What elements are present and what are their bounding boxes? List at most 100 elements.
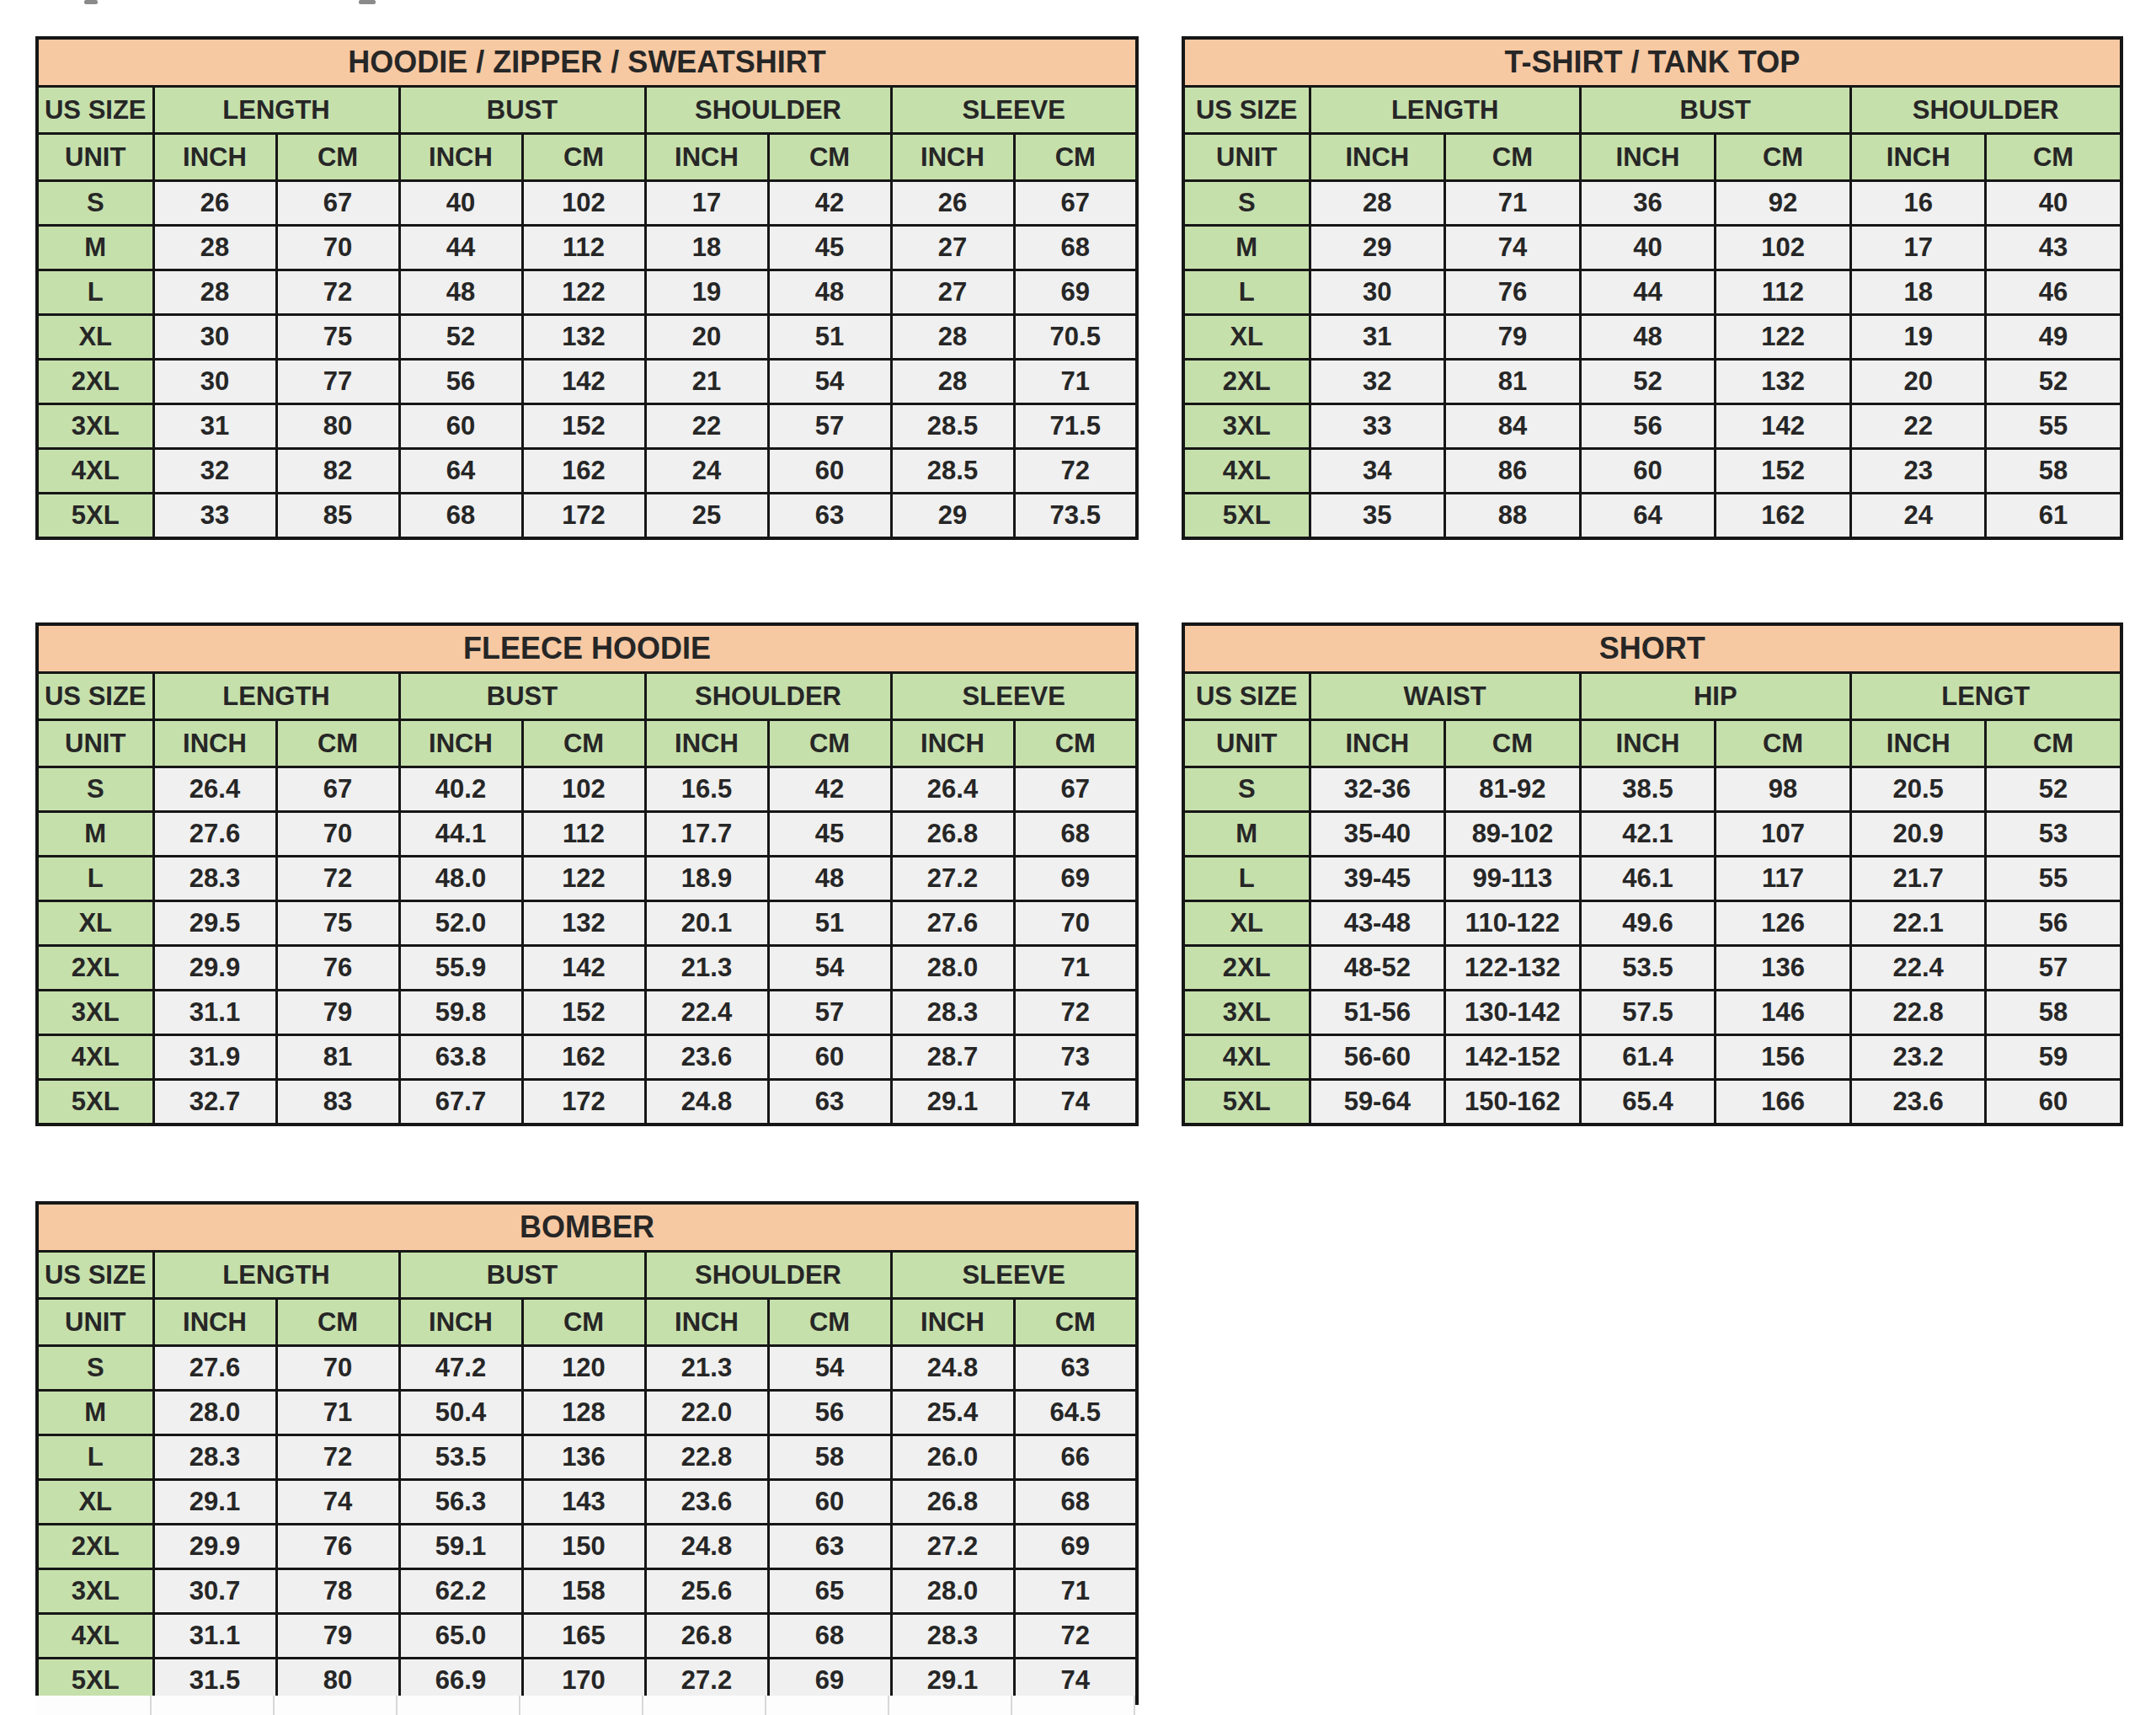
- measurement-value: 142-152: [1445, 1035, 1581, 1080]
- measurement-value: 83: [276, 1080, 399, 1125]
- measurement-value: 166: [1716, 1080, 1851, 1125]
- empty-cell: [643, 1696, 766, 1715]
- group-header-length: LENGTH: [153, 1252, 399, 1299]
- size-label: L: [37, 270, 153, 315]
- empty-cell: [275, 1696, 398, 1715]
- group-header-lengt: LENGT: [1850, 673, 2121, 720]
- size-label: 2XL: [37, 360, 153, 404]
- table-title: HOODIE / ZIPPER / SWEATSHIRT: [37, 38, 1137, 87]
- size-label: L: [37, 857, 153, 901]
- measurement-value: 64.5: [1014, 1391, 1137, 1435]
- measurement-value: 28.0: [153, 1391, 276, 1435]
- measurement-value: 63: [768, 1080, 891, 1125]
- measurement-value: 79: [276, 991, 399, 1035]
- group-header-bust: BUST: [399, 87, 645, 134]
- measurement-value: 122: [522, 857, 645, 901]
- inch-header: INCH: [399, 134, 522, 181]
- us-size-header: US SIZE: [1183, 673, 1310, 720]
- top-edge-artifact: [359, 0, 376, 4]
- measurement-value: 150-162: [1445, 1080, 1581, 1125]
- measurement-value: 56-60: [1310, 1035, 1445, 1080]
- group-header-sleeve: SLEEVE: [891, 87, 1137, 134]
- measurement-value: 43-48: [1310, 901, 1445, 946]
- table-row-m: M2974401021743: [1183, 226, 2121, 270]
- measurement-value: 64: [399, 449, 522, 494]
- measurement-value: 59.1: [399, 1525, 522, 1569]
- size-label: S: [1183, 181, 1310, 226]
- measurement-value: 31: [1310, 315, 1445, 360]
- measurement-value: 32.7: [153, 1080, 276, 1125]
- measurement-value: 77: [276, 360, 399, 404]
- group-header-sleeve: SLEEVE: [891, 1252, 1137, 1299]
- measurement-value: 82: [276, 449, 399, 494]
- measurement-value: 58: [1986, 991, 2121, 1035]
- measurement-value: 26.4: [153, 767, 276, 812]
- measurement-value: 28: [891, 315, 1014, 360]
- measurement-value: 29: [1310, 226, 1445, 270]
- measurement-value: 70.5: [1014, 315, 1137, 360]
- measurement-value: 21.3: [645, 946, 768, 991]
- measurement-value: 102: [1716, 226, 1851, 270]
- us-size-header: US SIZE: [1183, 87, 1310, 134]
- measurement-value: 26.8: [891, 1480, 1014, 1525]
- measurement-value: 31: [153, 404, 276, 449]
- table-row-2xl: 2XL30775614221542871: [37, 360, 1137, 404]
- table-row-s: S26.46740.210216.54226.467: [37, 767, 1137, 812]
- table-row-m: M35-4089-10242.110720.953: [1183, 812, 2121, 857]
- measurement-value: 40: [399, 181, 522, 226]
- measurement-value: 58: [768, 1435, 891, 1480]
- measurement-value: 76: [276, 1525, 399, 1569]
- measurement-value: 23.6: [1850, 1080, 1986, 1125]
- measurement-value: 152: [522, 404, 645, 449]
- measurement-value: 24: [645, 449, 768, 494]
- measurement-value: 48: [1580, 315, 1716, 360]
- measurement-value: 53: [1986, 812, 2121, 857]
- table-row-3xl: 3XL318060152225728.571.5: [37, 404, 1137, 449]
- measurement-value: 57: [1986, 946, 2121, 991]
- measurement-value: 28.3: [891, 991, 1014, 1035]
- inch-header: INCH: [399, 720, 522, 767]
- measurement-value: 63: [768, 1525, 891, 1569]
- measurement-value: 63: [768, 494, 891, 538]
- measurement-value: 65.0: [399, 1614, 522, 1659]
- measurement-value: 25.6: [645, 1569, 768, 1614]
- measurement-value: 71: [1014, 1569, 1137, 1614]
- table-row-l: L28.37253.513622.85826.066: [37, 1435, 1137, 1480]
- measurement-value: 58: [1986, 449, 2121, 494]
- measurement-value: 24.8: [891, 1346, 1014, 1391]
- size-label: 5XL: [1183, 494, 1310, 538]
- measurement-value: 74: [276, 1480, 399, 1525]
- measurement-value: 19: [645, 270, 768, 315]
- measurement-value: 112: [1716, 270, 1851, 315]
- measurement-value: 69: [1014, 270, 1137, 315]
- measurement-value: 57: [768, 404, 891, 449]
- measurement-value: 56: [768, 1391, 891, 1435]
- measurement-value: 63: [1014, 1346, 1137, 1391]
- measurement-value: 162: [1716, 494, 1851, 538]
- measurement-value: 18: [1850, 270, 1986, 315]
- measurement-value: 162: [522, 1035, 645, 1080]
- measurement-value: 46.1: [1580, 857, 1716, 901]
- measurement-value: 27.6: [891, 901, 1014, 946]
- measurement-value: 51: [768, 315, 891, 360]
- size-table-bomber: BOMBERUS SIZELENGTHBUSTSHOULDERSLEEVEUNI…: [35, 1201, 1139, 1705]
- group-header-length: LENGTH: [153, 87, 399, 134]
- measurement-value: 81: [276, 1035, 399, 1080]
- size-label: 5XL: [37, 494, 153, 538]
- measurement-value: 72: [1014, 449, 1137, 494]
- measurement-value: 29.5: [153, 901, 276, 946]
- measurement-value: 86: [1445, 449, 1581, 494]
- group-header-length: LENGTH: [1310, 87, 1580, 134]
- measurement-value: 45: [768, 226, 891, 270]
- measurement-value: 33: [1310, 404, 1445, 449]
- measurement-value: 68: [1014, 1480, 1137, 1525]
- measurement-value: 81-92: [1445, 767, 1581, 812]
- measurement-value: 22.4: [645, 991, 768, 1035]
- measurement-value: 72: [276, 270, 399, 315]
- measurement-value: 42.1: [1580, 812, 1716, 857]
- measurement-value: 146: [1716, 991, 1851, 1035]
- measurement-value: 51-56: [1310, 991, 1445, 1035]
- measurement-value: 65.4: [1580, 1080, 1716, 1125]
- measurement-value: 71: [1014, 360, 1137, 404]
- unit-header: UNIT: [37, 720, 153, 767]
